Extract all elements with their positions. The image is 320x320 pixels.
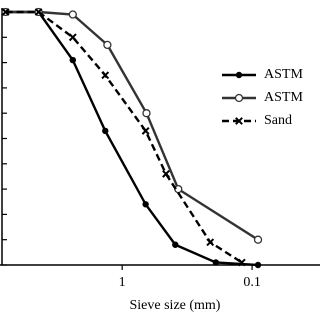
point [235, 117, 243, 125]
legend-label: ASTM [264, 90, 303, 105]
point [254, 261, 262, 269]
series-line [5, 10, 259, 267]
x-tick-label: 1 [119, 275, 126, 290]
point [68, 33, 77, 42]
x-axis-title: Sieve size (mm) [130, 298, 221, 313]
point [212, 259, 220, 266]
point [162, 170, 170, 178]
series-line [5, 10, 259, 241]
point [68, 10, 77, 19]
point [34, 8, 43, 16]
point [142, 109, 151, 118]
point [237, 258, 246, 267]
point [142, 201, 149, 208]
point [235, 71, 243, 79]
x-tick-label: 0.1 [243, 275, 261, 290]
point [102, 127, 109, 135]
point [234, 93, 244, 103]
point [101, 71, 110, 80]
point [103, 40, 112, 50]
point [141, 127, 150, 135]
point [172, 241, 179, 248]
point [69, 56, 76, 64]
point [253, 235, 263, 244]
legend-label: Sand [264, 113, 292, 128]
point [1, 8, 10, 16]
point [206, 238, 215, 247]
series-line [5, 10, 243, 264]
legend-label: ASTM [264, 67, 303, 82]
